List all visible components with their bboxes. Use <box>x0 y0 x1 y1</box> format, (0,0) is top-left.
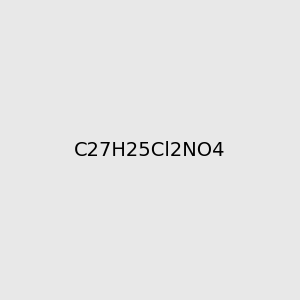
Text: C27H25Cl2NO4: C27H25Cl2NO4 <box>74 140 226 160</box>
